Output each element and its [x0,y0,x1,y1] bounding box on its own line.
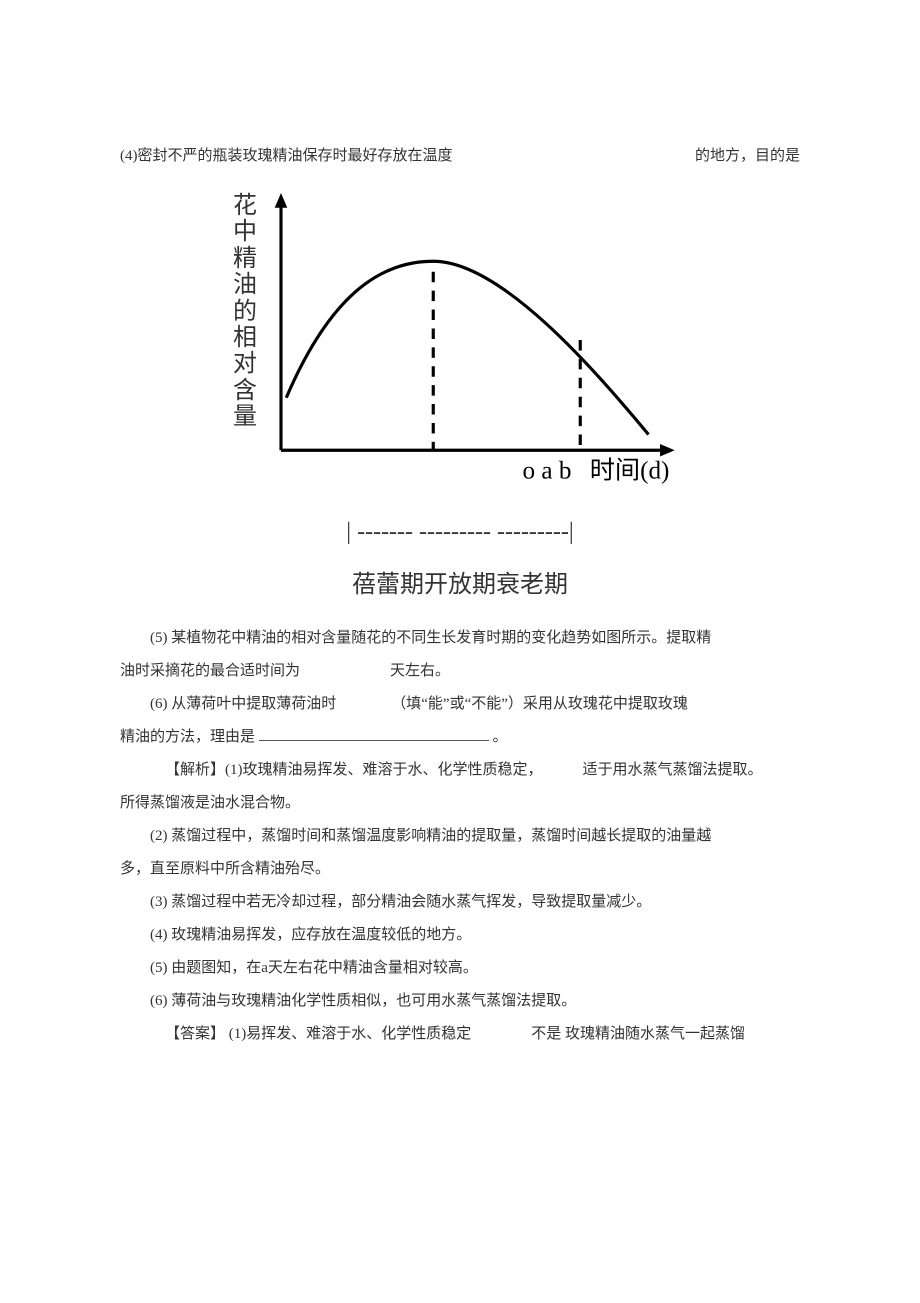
chart-svg: o a b 时间(d) [260,193,680,487]
ylabel-char: 对 [230,351,260,377]
ylabel-char: 相 [230,325,260,351]
q4-right: 的地方，目的是 [695,140,800,173]
analysis-1c: 所得蒸馏液是油水混合物。 [120,787,800,820]
period-dash-row: | ------- --------- ---------| [230,506,690,559]
ylabel-char: 中 [230,219,260,245]
analysis-6: (6) 薄荷油与玫瑰精油化学性质相似，也可用水蒸气蒸馏法提取。 [120,985,800,1018]
analysis-1: 【解析】(1)玫瑰精油易挥发、难溶于水、化学性质稳定， 适于用水蒸气蒸馏法提取。 [120,754,800,787]
analysis-5: (5) 由题图知，在a天左右花中精油含量相对较高。 [120,952,800,985]
question-5-line1: (5) 某植物花中精油的相对含量随花的不同生长发育时期的变化趋势如图所示。提取精 [120,622,800,655]
answer-label: 【答案】 [165,1026,225,1042]
ylabel-char: 量 [230,404,260,430]
question-6-line1: (6) 从薄荷叶中提取薄荷油时 （填“能”或“不能”）采用从玫瑰花中提取玫瑰 [120,688,800,721]
ylabel-char: 花 [230,193,260,219]
answer-a1: (1)易挥发、难溶于水、化学性质稳定 [229,1026,472,1042]
ylabel-char: 含 [230,378,260,404]
ylabel-char: 的 [230,299,260,325]
ylabel-char: 精 [230,246,260,272]
answer-line: 【答案】 (1)易挥发、难溶于水、化学性质稳定 不是 玫瑰精油随水蒸气一起蒸馏 [120,1018,800,1051]
blank-line [259,725,489,741]
chart-container: 花 中 精 油 的 相 对 含 量 [230,193,690,612]
q5-t2: 油时采摘花的最合适时间为 [120,663,300,679]
q4-left: (4)密封不严的瓶装玫瑰精油保存时最好存放在温度 [120,140,453,173]
analysis-3: (3) 蒸馏过程中若无冷却过程，部分精油会随水蒸气挥发，导致提取量减少。 [120,886,800,919]
chart-ylabel: 花 中 精 油 的 相 对 含 量 [230,193,260,431]
curve [286,261,648,434]
ylabel-char: 油 [230,272,260,298]
q6-t4: 。 [489,729,508,745]
question-4-line: (4)密封不严的瓶装玫瑰精油保存时最好存放在温度 的地方，目的是 [120,140,800,173]
q6-t2: （填“能”或“不能”）采用从玫瑰花中提取玫瑰 [391,696,688,712]
ana-1b: 适于用水蒸气蒸馏法提取。 [583,762,763,778]
analysis-4: (4) 玫瑰精油易挥发，应存放在温度较低的地方。 [120,919,800,952]
q5-t3: 天左右。 [390,663,450,679]
period-labels: 蓓蕾期开放期衰老期 [230,559,690,612]
ana-1a: 【解析】(1)玫瑰精油易挥发、难溶于水、化学性质稳定， [165,762,543,778]
xlabel-time: 时间(d) [590,457,670,485]
q6-t1: (6) 从薄荷叶中提取薄荷油时 [150,696,336,712]
q6-t3: 精油的方法，理由是 [120,729,255,745]
y-axis-arrow [275,193,288,208]
analysis-2a: (2) 蒸馏过程中，蒸馏时间和蒸馏温度影响精油的提取量，蒸馏时间越长提取的油量越 [120,820,800,853]
analysis-2b: 多，直至原料中所含精油殆尽。 [120,853,800,886]
answer-a2: 不是 玫瑰精油随水蒸气一起蒸馏 [531,1026,745,1042]
xlabel-oab: o a b [523,458,572,485]
question-5-line2: 油时采摘花的最合适时间为 天左右。 [120,655,800,688]
question-6-line2: 精油的方法，理由是 。 [120,721,800,754]
x-axis-arrow [660,444,675,457]
